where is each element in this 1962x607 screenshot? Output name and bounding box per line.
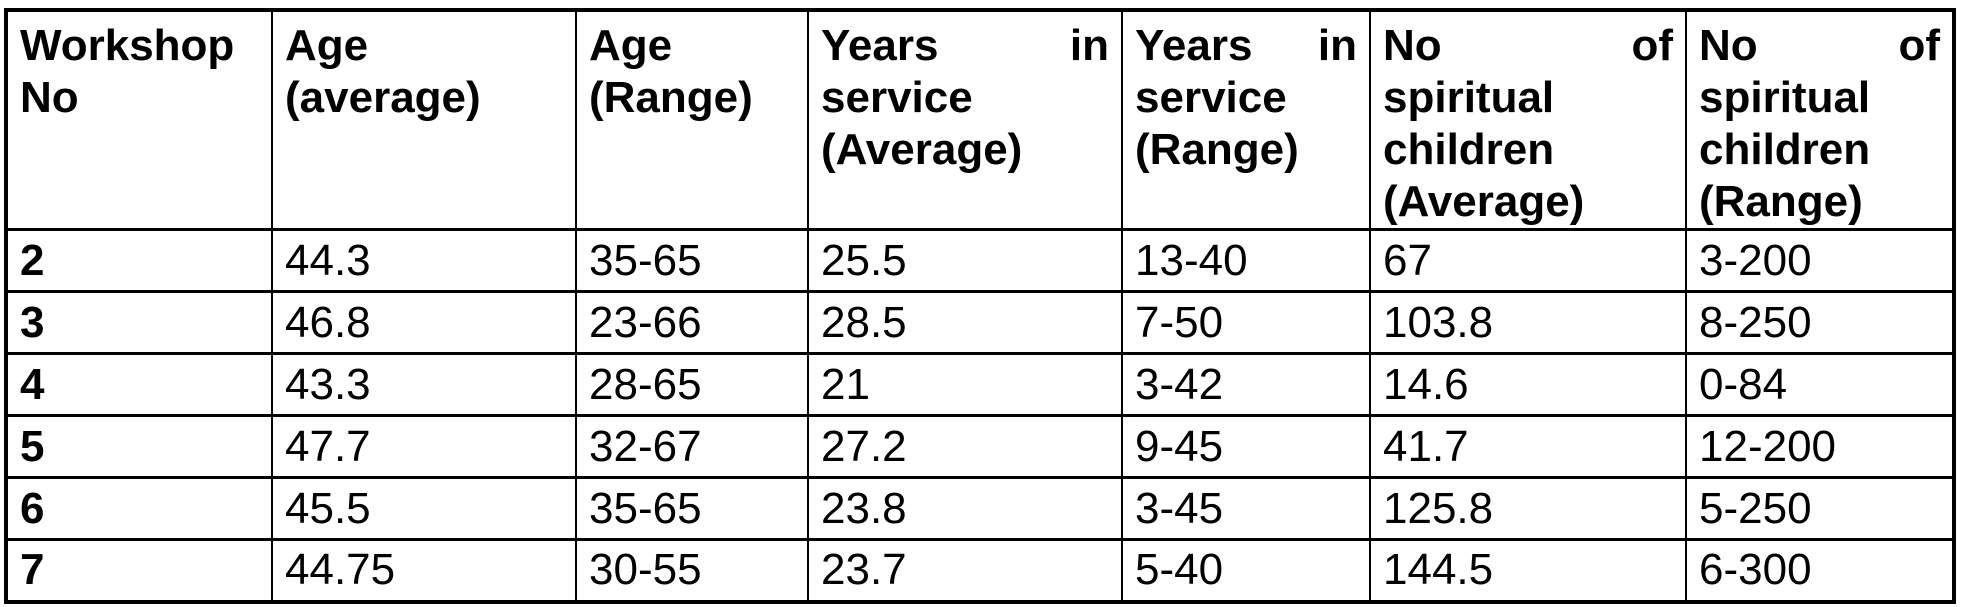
value-cell: 5-250	[1685, 476, 1955, 541]
value-cell: 13-40	[1121, 228, 1371, 293]
column-header: Age (average)	[271, 8, 577, 231]
value-cell: 30-55	[575, 538, 809, 603]
value-cell: 8-250	[1685, 290, 1955, 355]
table-row: 6 45.5 35-65 23.8 3-45 125.8 5-250	[5, 476, 1955, 541]
value-cell: 47.7	[271, 414, 577, 479]
table-header: Workshop No Age (average) Age (Range) Years…	[5, 8, 1955, 231]
value-cell: 41.7	[1369, 414, 1687, 479]
value-cell: 3-45	[1121, 476, 1371, 541]
value-cell: 103.8	[1369, 290, 1687, 355]
value-cell: 23.8	[807, 476, 1123, 541]
column-header: Years in service (Range)	[1121, 8, 1371, 231]
value-cell: 27.2	[807, 414, 1123, 479]
value-cell: 12-200	[1685, 414, 1955, 479]
value-cell: 23-66	[575, 290, 809, 355]
workshop-no-cell: 6	[5, 476, 273, 541]
column-header: Workshop No	[5, 8, 273, 231]
value-cell: 6-300	[1685, 538, 1955, 603]
value-cell: 44.3	[271, 228, 577, 293]
table-row: 7 44.75 30-55 23.7 5-40 144.5 6-300	[5, 538, 1955, 603]
value-cell: 35-65	[575, 228, 809, 293]
value-cell: 14.6	[1369, 352, 1687, 417]
column-header: No of spiritual children (Range)	[1685, 8, 1955, 231]
value-cell: 125.8	[1369, 476, 1687, 541]
table-row: 5 47.7 32-67 27.2 9-45 41.7 12-200	[5, 414, 1955, 479]
workshop-no-cell: 3	[5, 290, 273, 355]
value-cell: 25.5	[807, 228, 1123, 293]
workshop-no-cell: 2	[5, 228, 273, 293]
value-cell: 44.75	[271, 538, 577, 603]
value-cell: 28.5	[807, 290, 1123, 355]
value-cell: 35-65	[575, 476, 809, 541]
table-row: 3 46.8 23-66 28.5 7-50 103.8 8-250	[5, 290, 1955, 355]
table-row: 2 44.3 35-65 25.5 13-40 67 3-200	[5, 228, 1955, 293]
value-cell: 67	[1369, 228, 1687, 293]
column-header: Age (Range)	[575, 8, 809, 231]
value-cell: 144.5	[1369, 538, 1687, 603]
workshop-no-cell: 4	[5, 352, 273, 417]
table-row: 4 43.3 28-65 21 3-42 14.6 0-84	[5, 352, 1955, 417]
value-cell: 28-65	[575, 352, 809, 417]
value-cell: 21	[807, 352, 1123, 417]
column-header: No of spiritual children (Average)	[1369, 8, 1687, 231]
workshop-no-cell: 7	[5, 538, 273, 603]
value-cell: 7-50	[1121, 290, 1371, 355]
workshop-no-cell: 5	[5, 414, 273, 479]
value-cell: 43.3	[271, 352, 577, 417]
table-body: 2 44.3 35-65 25.5 13-40 67 3-200 3 46.8 23-66 28.5…	[5, 228, 1955, 603]
header-row: Workshop No Age (average) Age (Range) Years…	[5, 8, 1955, 231]
value-cell: 23.7	[807, 538, 1123, 603]
document-page: Workshop No Age (average) Age (Range) Years…	[4, 8, 1956, 604]
value-cell: 46.8	[271, 290, 577, 355]
value-cell: 3-200	[1685, 228, 1955, 293]
value-cell: 32-67	[575, 414, 809, 479]
value-cell: 45.5	[271, 476, 577, 541]
value-cell: 3-42	[1121, 352, 1371, 417]
workshops-table: Workshop No Age (average) Age (Range) Years…	[4, 8, 1956, 604]
value-cell: 9-45	[1121, 414, 1371, 479]
value-cell: 0-84	[1685, 352, 1955, 417]
column-header: Years in service (Average)	[807, 8, 1123, 231]
value-cell: 5-40	[1121, 538, 1371, 603]
